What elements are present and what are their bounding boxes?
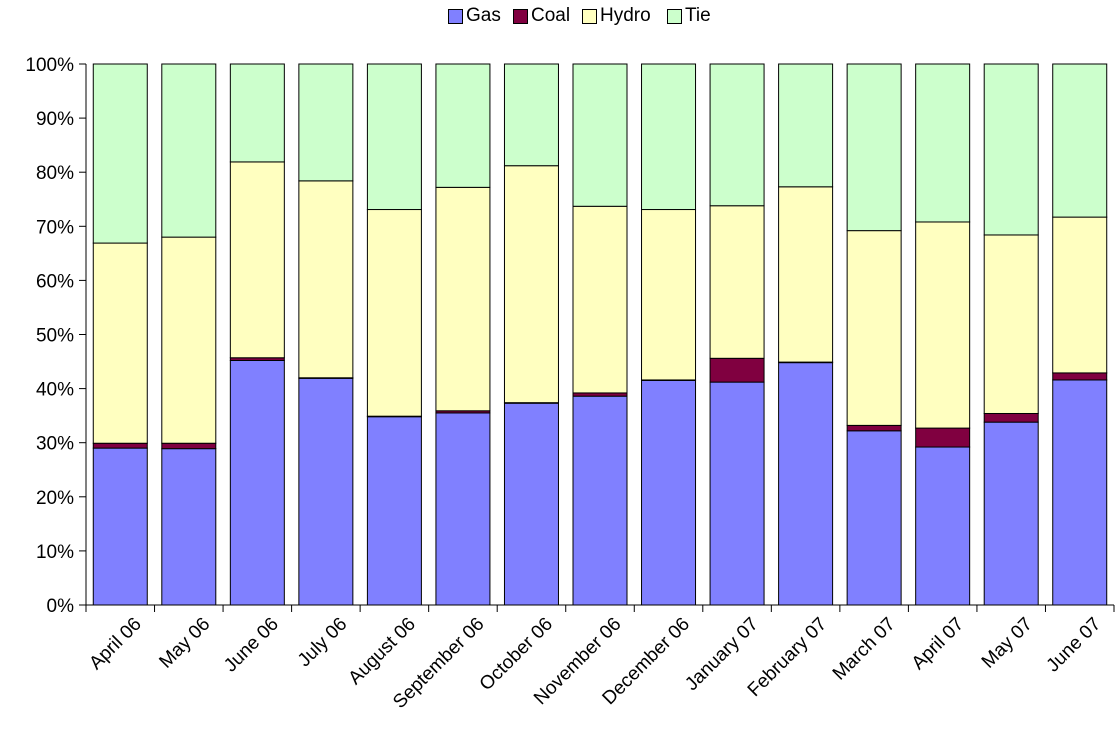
bar-coal xyxy=(709,357,765,383)
bar-tie xyxy=(366,63,422,211)
y-tick-label: 80% xyxy=(36,163,74,184)
y-tick-label: 60% xyxy=(36,271,74,292)
bar-hydro xyxy=(229,161,285,359)
bar-hydro xyxy=(778,186,834,363)
bar-hydro xyxy=(366,209,422,417)
y-tick-label: 40% xyxy=(36,380,74,401)
y-tick-label: 50% xyxy=(36,326,74,347)
legend-item-coal: Coal xyxy=(513,5,570,27)
legend-item-gas: Gas xyxy=(448,5,501,27)
legend-item-hydro: Hydro xyxy=(582,5,651,27)
legend-label: Hydro xyxy=(600,5,651,26)
y-tick-label: 70% xyxy=(36,217,74,238)
bar-hydro xyxy=(161,236,217,444)
x-tick-label: April 07 xyxy=(908,614,968,674)
bar-gas xyxy=(641,379,697,606)
bar-gas xyxy=(503,402,559,606)
legend-swatch xyxy=(582,8,597,24)
bar-gas xyxy=(161,448,217,606)
x-tick-label: June 07 xyxy=(1043,614,1106,677)
bar-tie xyxy=(503,63,559,167)
bar-gas xyxy=(915,446,971,606)
y-tick-label: 20% xyxy=(36,488,74,509)
bar-hydro xyxy=(709,205,765,359)
legend-swatch xyxy=(667,8,682,24)
legend-label: Tie xyxy=(685,5,711,26)
bar-tie xyxy=(435,63,491,188)
bar-hydro xyxy=(641,209,697,381)
bar-hydro xyxy=(915,221,971,429)
bar-gas xyxy=(572,395,628,606)
bar-tie xyxy=(1052,63,1108,218)
legend-item-tie: Tie xyxy=(667,5,711,27)
bar-gas xyxy=(709,381,765,606)
bar-tie xyxy=(709,63,765,207)
bar-coal xyxy=(915,427,971,448)
x-tick-label: June 06 xyxy=(220,614,283,677)
bar-tie xyxy=(915,63,971,223)
bar-tie xyxy=(572,63,628,207)
x-tick-label: May 06 xyxy=(155,614,214,673)
bar-coal xyxy=(161,442,217,450)
bar-gas xyxy=(366,416,422,606)
bar-tie xyxy=(641,63,697,211)
bar-gas xyxy=(298,377,354,606)
bar-hydro xyxy=(435,186,491,412)
y-tick-label: 90% xyxy=(36,109,74,130)
bar-hydro xyxy=(503,165,559,404)
y-tick-label: 10% xyxy=(36,542,74,563)
bar-tie xyxy=(846,63,902,232)
bar-gas xyxy=(778,362,834,606)
x-tick-label: May 07 xyxy=(978,614,1037,673)
bar-gas xyxy=(92,447,148,606)
legend-swatch xyxy=(448,8,463,24)
bar-gas xyxy=(435,412,491,606)
legend-label: Gas xyxy=(466,5,501,26)
bar-coal xyxy=(1052,372,1108,381)
y-tick-label: 30% xyxy=(36,434,74,455)
bar-tie xyxy=(298,63,354,182)
legend-swatch xyxy=(513,8,528,24)
bar-hydro xyxy=(92,242,148,444)
bar-coal xyxy=(983,412,1039,423)
bar-hydro xyxy=(298,180,354,379)
x-tick-label: March 07 xyxy=(829,614,900,685)
bar-hydro xyxy=(846,230,902,426)
legend-label: Coal xyxy=(531,5,571,26)
bar-tie xyxy=(92,63,148,244)
y-tick-label: 100% xyxy=(25,55,74,76)
bar-gas xyxy=(983,421,1039,606)
x-tick-label: July 06 xyxy=(294,614,351,671)
bar-hydro xyxy=(1052,216,1108,374)
bar-gas xyxy=(1052,379,1108,606)
bar-gas xyxy=(846,430,902,606)
bar-gas xyxy=(229,359,285,606)
bar-tie xyxy=(778,63,834,188)
y-tick-label: 0% xyxy=(47,596,75,617)
bar-tie xyxy=(229,63,285,163)
x-tick-label: April 06 xyxy=(85,614,145,674)
bar-coal xyxy=(846,424,902,432)
bar-hydro xyxy=(572,205,628,394)
bar-coal xyxy=(92,442,148,449)
bar-hydro xyxy=(983,234,1039,414)
bar-tie xyxy=(983,63,1039,236)
bar-tie xyxy=(161,63,217,238)
